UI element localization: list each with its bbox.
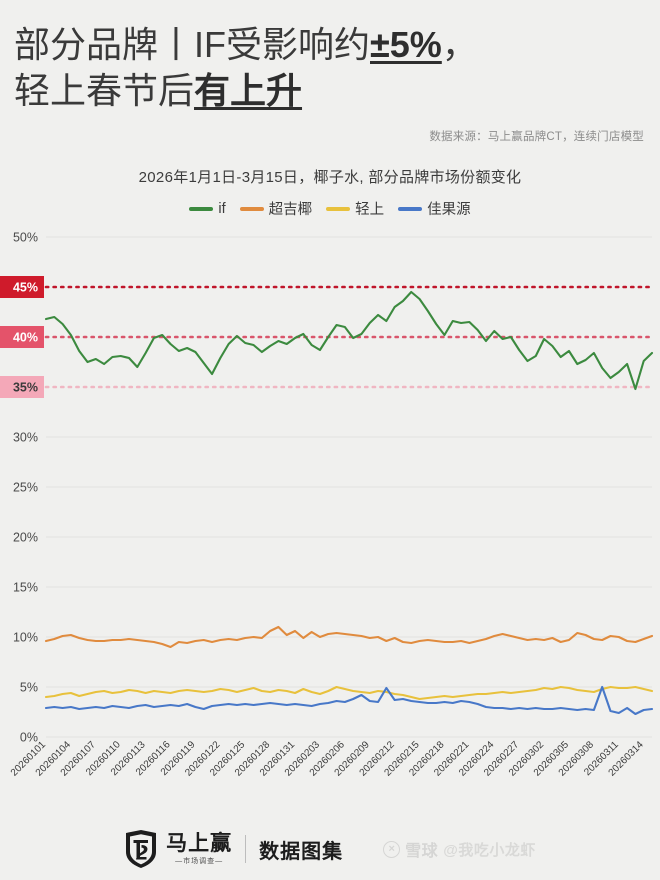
- watermark: × 雪球 @我吃小龙虾: [383, 837, 536, 861]
- brand-subtitle: —市场调查—: [175, 858, 224, 865]
- y-axis-tick-35%: 35%: [13, 381, 38, 395]
- footer-divider: [245, 835, 247, 863]
- y-axis-tick-20%: 20%: [13, 531, 38, 545]
- chart-legend: if 超吉椰 轻上 佳果源: [0, 198, 660, 219]
- legend-label-佳果源: 佳果源: [427, 202, 471, 218]
- y-axis-tick-15%: 15%: [13, 581, 38, 595]
- title-line-2: 轻上春节后有上升: [14, 68, 646, 114]
- footer: 马上赢 —市场调查— 数据图集 × 雪球 @我吃小龙虾: [0, 830, 660, 868]
- title-line-1: 部分品牌丨IF受影响约±5%，: [14, 22, 646, 68]
- footer-label: 数据图集: [259, 840, 344, 863]
- series-line-佳果源: [44, 685, 654, 716]
- legend-item-if[interactable]: if: [189, 200, 226, 217]
- brand-names: 马上赢 —市场调查—: [166, 832, 232, 866]
- title-line-1-comma: ，: [441, 24, 478, 65]
- plot-area: 0% 5% 10% 15% 20% 25% 30% 50% 45% 40% 35% 20260101 2…: [0, 227, 660, 827]
- title-line-2-text: 轻上春节后: [14, 70, 195, 111]
- mashangying-logo-icon: [126, 830, 157, 868]
- title-line-1-text: 部分品牌丨IF受影响约: [14, 24, 370, 65]
- title-block: 部分品牌丨IF受影响约±5%， 轻上春节后有上升: [0, 0, 660, 114]
- y-axis-highlight-box-40%: [0, 326, 44, 348]
- watermark-brand: 雪球: [405, 843, 439, 860]
- title-emphasis-2: 有上升: [194, 70, 303, 111]
- legend-swatch-轻上: [326, 206, 351, 211]
- legend-swatch-if: [189, 206, 214, 211]
- y-axis-tick-45%: 45%: [13, 281, 38, 295]
- series-line-超吉椰: [44, 625, 654, 649]
- y-axis-tick-10%: 10%: [13, 631, 38, 645]
- y-axis-tick-0%: 0%: [20, 731, 38, 745]
- series-line-轻上: [44, 685, 654, 701]
- legend-swatch-佳果源: [398, 206, 423, 211]
- legend-label-轻上: 轻上: [355, 202, 385, 218]
- title-emphasis-1: ±5%: [370, 24, 442, 65]
- y-axis-highlight-box-35%: [0, 376, 44, 398]
- y-axis-tick-40%: 40%: [13, 331, 38, 345]
- brand-block: 马上赢 —市场调查—: [124, 830, 232, 868]
- y-axis-tick-30%: 30%: [13, 431, 38, 445]
- watermark-user: @我吃小龙虾: [443, 841, 536, 859]
- y-axis-tick-25%: 25%: [13, 481, 38, 495]
- legend-swatch-超吉椰: [239, 206, 264, 211]
- brand-name: 马上赢: [166, 832, 233, 855]
- legend-item-轻上[interactable]: 轻上: [326, 198, 384, 219]
- y-axis-highlight-box-45%: [0, 276, 44, 298]
- xueqiu-icon: ×: [383, 840, 401, 858]
- series-line-if: [44, 290, 654, 391]
- legend-item-超吉椰[interactable]: 超吉椰: [239, 198, 313, 219]
- legend-label-if: if: [218, 200, 226, 217]
- source-note: 数据来源：马上赢品牌CT，连续门店模型: [429, 131, 644, 143]
- legend-item-佳果源[interactable]: 佳果源: [398, 198, 471, 219]
- chart-title: 2026年1月1日-3月15日，椰子水, 部分品牌市场份额变化: [138, 169, 522, 186]
- chart-svg: 0%5%10%15%20%25%30%50%45%40%35%202601012…: [0, 231, 654, 779]
- legend-label-超吉椰: 超吉椰: [268, 202, 313, 218]
- y-axis-tick-50%: 50%: [13, 231, 38, 245]
- y-axis-tick-5%: 5%: [20, 681, 38, 695]
